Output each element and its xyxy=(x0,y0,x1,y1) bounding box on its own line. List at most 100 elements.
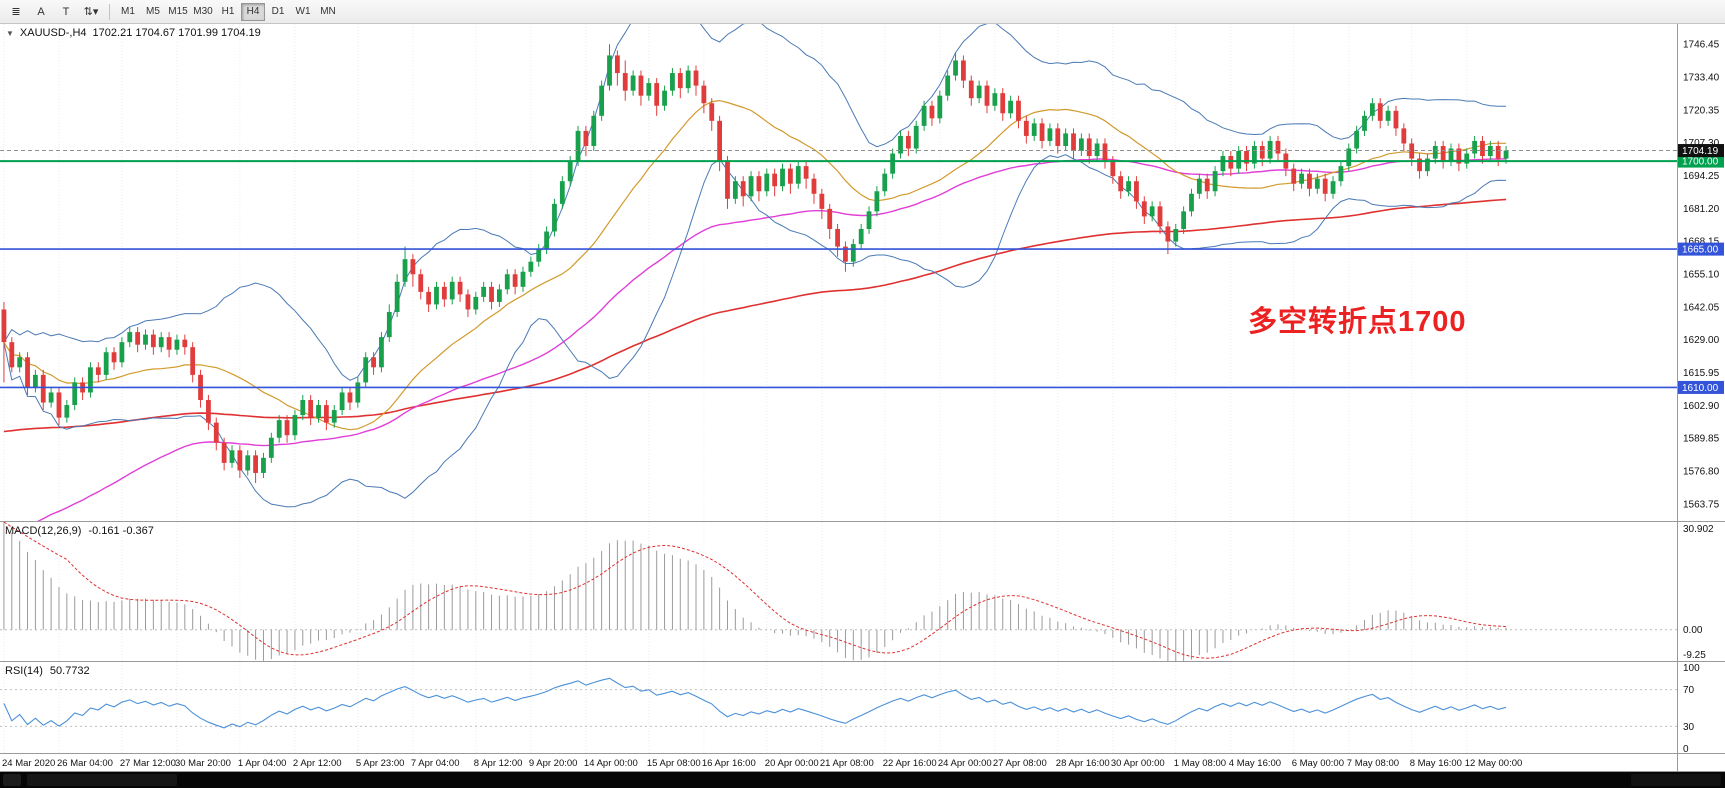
candle-body xyxy=(1291,168,1297,184)
candle-body xyxy=(1126,181,1131,192)
candle-body xyxy=(1314,178,1320,189)
macd-panel-canvas[interactable]: 30.902 0.00 -9.25 xyxy=(0,522,1725,662)
time-axis-label: 28 Apr 16:00 xyxy=(1056,758,1110,769)
candle-body xyxy=(646,83,652,96)
candle-body xyxy=(300,400,306,416)
candle-body xyxy=(268,437,274,458)
candle-body xyxy=(945,75,951,96)
candle-body xyxy=(748,176,754,197)
candle-body xyxy=(811,178,817,194)
time-axis-label: 4 May 16:00 xyxy=(1229,758,1281,769)
system-tray[interactable] xyxy=(1631,774,1721,786)
candle-body xyxy=(371,357,376,368)
price-axis-label: 1746.45 xyxy=(1683,40,1720,51)
candle-body xyxy=(190,347,196,375)
candle-body xyxy=(9,342,15,368)
timeframe-d1[interactable]: D1 xyxy=(271,6,285,17)
timeframe-mn[interactable]: MN xyxy=(320,6,336,17)
candle-body xyxy=(1322,178,1328,194)
candle-body xyxy=(685,70,691,89)
candle-body xyxy=(953,60,958,76)
candle-body xyxy=(95,367,101,375)
candle-body xyxy=(1338,166,1344,182)
price-axis-label: 1655.10 xyxy=(1683,270,1720,281)
time-axis[interactable]: 24 Mar 2020 26 Mar 04:00 27 Mar 12:00 30 Ma… xyxy=(0,754,1725,772)
bollinger-upper xyxy=(3,24,1507,381)
time-axis-label: 8 May 16:00 xyxy=(1410,758,1462,769)
candle-body xyxy=(1432,145,1438,159)
start-button[interactable] xyxy=(3,774,21,786)
candle-body xyxy=(261,457,266,473)
time-axis-label: 7 Apr 04:00 xyxy=(411,758,460,769)
candle-body xyxy=(1244,151,1249,164)
candle-body xyxy=(56,392,62,418)
charts-menu-icon[interactable]: ≣ xyxy=(11,6,21,18)
candle-body xyxy=(882,173,888,192)
candle-body xyxy=(135,332,141,345)
taskbar[interactable] xyxy=(0,772,1725,788)
timeframe-h1[interactable]: H1 xyxy=(221,6,235,17)
price-axis-label: 1629.00 xyxy=(1683,335,1720,346)
candle-body xyxy=(740,181,746,197)
time-axis-label: 30 Mar 20:00 xyxy=(175,758,231,769)
collapse-arrow-icon[interactable]: ▼ xyxy=(6,28,14,38)
timeframe-h4[interactable]: H4 xyxy=(241,2,265,21)
candle-body xyxy=(308,400,314,418)
candle-body xyxy=(1354,130,1360,149)
candle-body xyxy=(25,357,30,388)
candle-body xyxy=(237,450,243,471)
candle-body xyxy=(40,374,46,403)
candle-body xyxy=(1409,143,1415,159)
time-axis-label: 14 Apr 00:00 xyxy=(584,758,638,769)
time-axis-label: 20 Apr 00:00 xyxy=(765,758,819,769)
price-chart-canvas[interactable]: 1746.45 1733.40 1720.35 1707.30 1694.25 1681.… xyxy=(0,24,1725,522)
candle-body xyxy=(1181,211,1187,229)
candle-body xyxy=(1393,110,1399,129)
candle-body xyxy=(1063,133,1069,146)
candle-body xyxy=(331,410,337,423)
candle-body xyxy=(1472,140,1478,154)
cursor-a-button[interactable]: A xyxy=(37,5,45,18)
text-t-button[interactable]: T xyxy=(62,5,70,18)
candle-body xyxy=(434,286,439,305)
toolbar: ≣ A T ⇅▾ M1 M5 M15 M30 H1 H4 D1 W1 MN xyxy=(0,0,1725,24)
candle-body xyxy=(1110,161,1116,177)
candle-body xyxy=(662,90,667,106)
rsi-panel-canvas[interactable]: 100 70 30 0 xyxy=(0,662,1725,754)
price-axis-label: 1707.30 xyxy=(1683,138,1720,149)
candle-body xyxy=(88,367,93,393)
candle-body xyxy=(929,105,935,119)
candle-body xyxy=(1102,143,1108,162)
candle-body xyxy=(150,334,156,348)
candle-body xyxy=(850,244,856,262)
timeframe-m30[interactable]: M30 xyxy=(193,6,213,17)
timeframe-w1[interactable]: W1 xyxy=(295,6,311,17)
candle-body xyxy=(1495,145,1501,159)
candle-body xyxy=(284,420,290,436)
candle-body xyxy=(143,334,148,345)
candle-body xyxy=(898,135,903,154)
candle-body xyxy=(1078,138,1084,152)
candle-body xyxy=(1464,153,1470,164)
timeframe-m5[interactable]: M5 xyxy=(146,6,160,17)
time-axis-label: 27 Apr 08:00 xyxy=(993,758,1047,769)
macd-axis-label: 30.902 xyxy=(1683,524,1714,535)
taskbar-item[interactable] xyxy=(27,774,177,786)
macd-axis-label: -9.25 xyxy=(1683,650,1706,661)
candle-body xyxy=(764,173,770,192)
candle-body xyxy=(1252,145,1257,164)
candle-body xyxy=(17,357,23,368)
timeframe-m1[interactable]: M1 xyxy=(121,6,135,17)
candle-body xyxy=(489,286,494,302)
chart-shift-button[interactable]: ⇅▾ xyxy=(83,6,99,18)
candle-body xyxy=(1330,181,1336,194)
time-axis-label: 30 Apr 00:00 xyxy=(1111,758,1165,769)
timeframe-m15[interactable]: M15 xyxy=(168,6,188,17)
candle-body xyxy=(339,392,345,411)
time-axis-label: 16 Apr 16:00 xyxy=(702,758,756,769)
candle-body xyxy=(913,125,919,149)
candle-body xyxy=(206,400,211,423)
time-axis-label: 5 Apr 23:00 xyxy=(356,758,405,769)
candle-body xyxy=(386,311,392,338)
